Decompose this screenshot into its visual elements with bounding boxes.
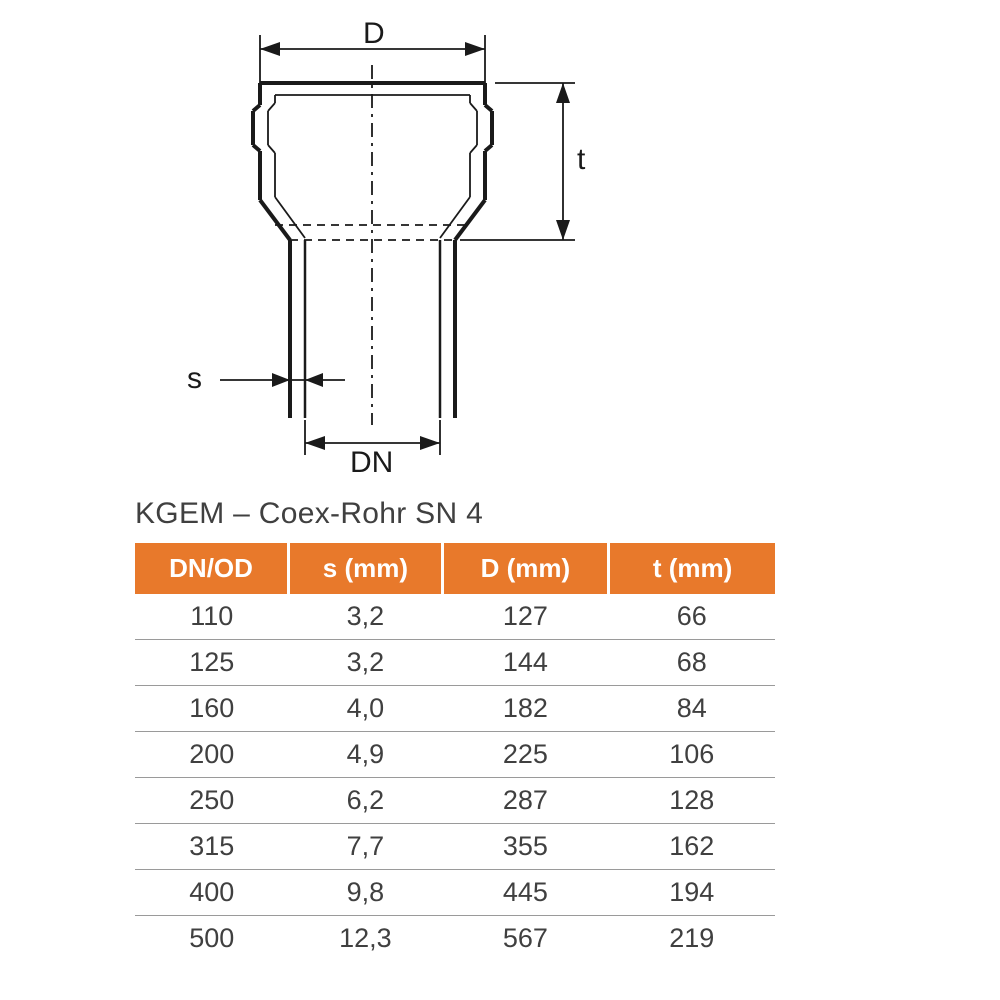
cell: 500 <box>135 916 289 962</box>
dim-label-t: t <box>577 143 585 177</box>
cell: 66 <box>609 594 775 640</box>
table-header-row: DN/OD s (mm) D (mm) t (mm) <box>135 543 775 594</box>
cell: 355 <box>442 824 608 870</box>
col-header-D: D (mm) <box>442 543 608 594</box>
cell: 125 <box>135 640 289 686</box>
cell: 84 <box>609 686 775 732</box>
spec-table: DN/OD s (mm) D (mm) t (mm) 110 3,2 127 6… <box>135 543 775 961</box>
cell: 3,2 <box>289 594 443 640</box>
table-row: 200 4,9 225 106 <box>135 732 775 778</box>
cell: 68 <box>609 640 775 686</box>
table-row: 250 6,2 287 128 <box>135 778 775 824</box>
cell: 445 <box>442 870 608 916</box>
cell: 182 <box>442 686 608 732</box>
table-title: KGEM – Coex-Rohr SN 4 <box>135 497 775 531</box>
table-row: 315 7,7 355 162 <box>135 824 775 870</box>
cell: 110 <box>135 594 289 640</box>
pipe-svg <box>165 25 665 475</box>
cell: 106 <box>609 732 775 778</box>
cell: 3,2 <box>289 640 443 686</box>
cell: 225 <box>442 732 608 778</box>
cell: 315 <box>135 824 289 870</box>
table-row: 160 4,0 182 84 <box>135 686 775 732</box>
cell: 567 <box>442 916 608 962</box>
cell: 127 <box>442 594 608 640</box>
cell: 219 <box>609 916 775 962</box>
col-header-t: t (mm) <box>609 543 775 594</box>
cell: 4,0 <box>289 686 443 732</box>
cell: 6,2 <box>289 778 443 824</box>
table-row: 500 12,3 567 219 <box>135 916 775 962</box>
cell: 7,7 <box>289 824 443 870</box>
cell: 194 <box>609 870 775 916</box>
pipe-diagram: D t s DN <box>165 25 665 475</box>
cell: 400 <box>135 870 289 916</box>
cell: 287 <box>442 778 608 824</box>
cell: 160 <box>135 686 289 732</box>
dim-label-DN: DN <box>350 446 393 480</box>
table-row: 400 9,8 445 194 <box>135 870 775 916</box>
table-row: 125 3,2 144 68 <box>135 640 775 686</box>
cell: 9,8 <box>289 870 443 916</box>
cell: 162 <box>609 824 775 870</box>
dim-label-s: s <box>187 362 202 396</box>
cell: 250 <box>135 778 289 824</box>
dim-label-D: D <box>363 17 385 51</box>
table-row: 110 3,2 127 66 <box>135 594 775 640</box>
cell: 200 <box>135 732 289 778</box>
col-header-s: s (mm) <box>289 543 443 594</box>
cell: 4,9 <box>289 732 443 778</box>
col-header-dnod: DN/OD <box>135 543 289 594</box>
cell: 12,3 <box>289 916 443 962</box>
cell: 144 <box>442 640 608 686</box>
cell: 128 <box>609 778 775 824</box>
table-body: 110 3,2 127 66 125 3,2 144 68 160 4,0 18… <box>135 594 775 961</box>
spec-table-section: KGEM – Coex-Rohr SN 4 DN/OD s (mm) D (mm… <box>135 497 775 961</box>
